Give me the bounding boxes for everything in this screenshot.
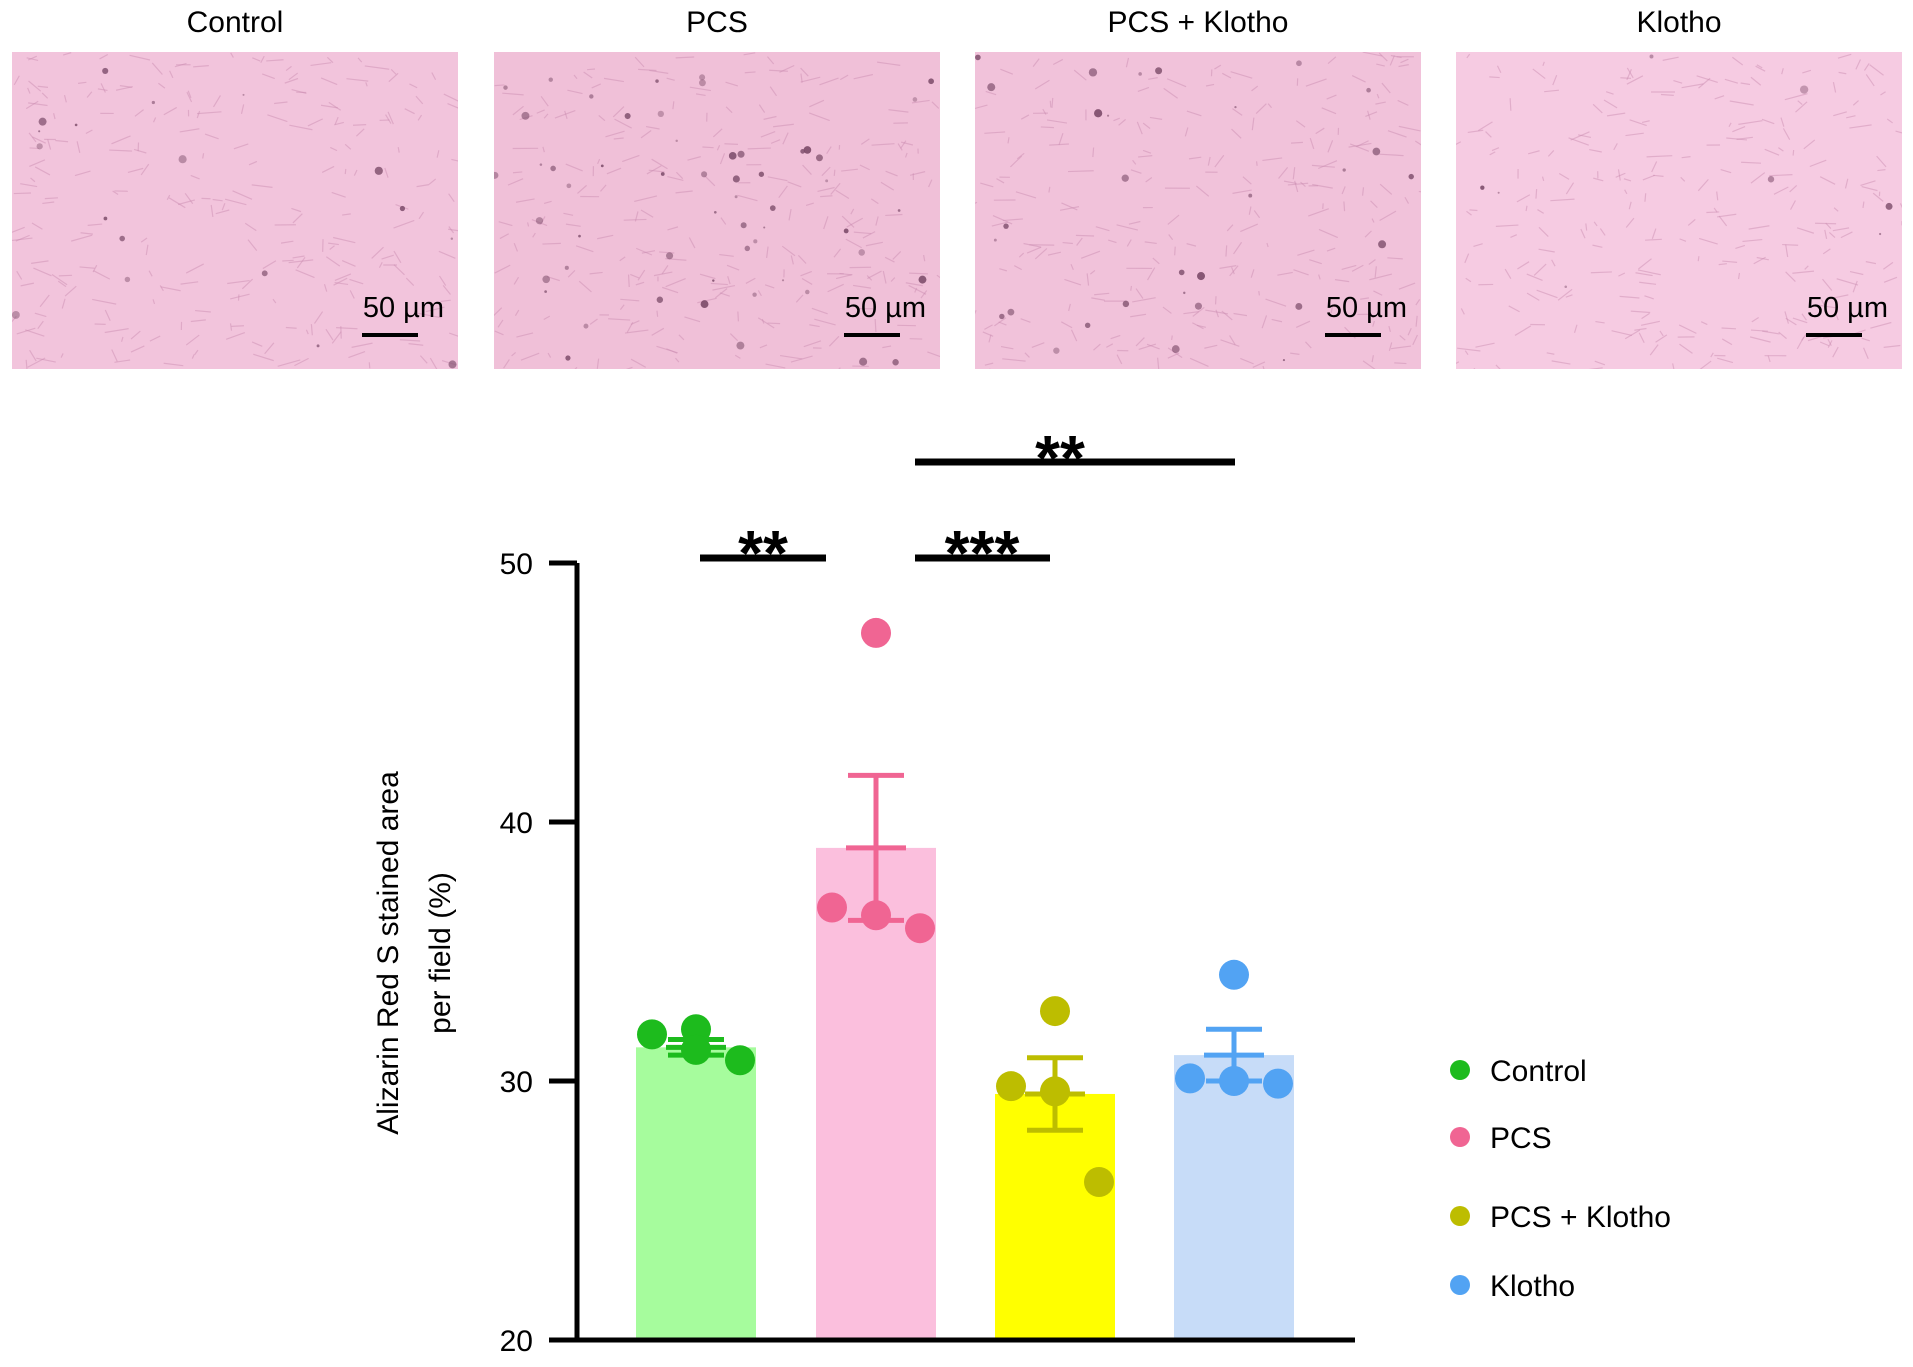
micrograph-panel-1: 50 µm bbox=[494, 52, 940, 369]
legend-marker-3 bbox=[1450, 1275, 1470, 1295]
y-axis-label-line1: Alizarin Red S stained area bbox=[372, 771, 405, 1135]
scale-bar bbox=[362, 333, 418, 337]
scale-bar-label: 50 µm bbox=[362, 292, 444, 324]
data-point-1-1 bbox=[817, 892, 847, 923]
bar-2 bbox=[995, 1093, 1115, 1340]
legend-label-2: PCS + Klotho bbox=[1490, 1201, 1671, 1234]
data-point-0-2 bbox=[681, 1034, 711, 1065]
micrograph-panel-0: 50 µm bbox=[12, 52, 458, 369]
micrograph-panel-2: 50 µm bbox=[975, 52, 1421, 369]
y-tick-label-1: 30 bbox=[500, 1066, 533, 1099]
panel-title-0: Control bbox=[186, 6, 284, 39]
micrograph-image bbox=[975, 52, 1421, 369]
data-point-0-3 bbox=[725, 1045, 755, 1076]
scale-bar bbox=[1325, 333, 1381, 337]
micrograph-panel-3: 50 µm bbox=[1456, 52, 1902, 369]
micrograph-panels: Control 50 µm PCS 50 µm PCS + Klotho 50 µm Klo… bbox=[0, 0, 1913, 380]
data-point-2-0 bbox=[1040, 996, 1070, 1027]
significance-label-1: *** bbox=[945, 517, 1020, 589]
data-point-1-2 bbox=[861, 900, 891, 931]
micrograph-image bbox=[1456, 52, 1902, 369]
data-point-3-0 bbox=[1219, 959, 1249, 990]
data-point-2-3 bbox=[1084, 1167, 1114, 1198]
panel-title-2: PCS + Klotho bbox=[1107, 6, 1289, 39]
data-point-0-1 bbox=[637, 1019, 667, 1050]
significance-label-2: ** bbox=[1035, 422, 1085, 494]
legend-marker-1 bbox=[1450, 1127, 1470, 1147]
legend-marker-2 bbox=[1450, 1206, 1470, 1226]
data-point-1-3 bbox=[905, 913, 935, 944]
bar-0 bbox=[636, 1047, 756, 1340]
legend-label-3: Klotho bbox=[1490, 1270, 1575, 1303]
scale-bar bbox=[1806, 333, 1862, 337]
data-point-3-1 bbox=[1175, 1063, 1205, 1094]
data-point-2-1 bbox=[996, 1071, 1026, 1102]
bar-chart: 20 30 40 50 Alizarin Red S stained area per f… bbox=[372, 422, 1671, 1358]
legend-label-1: PCS bbox=[1490, 1122, 1552, 1155]
scale-bar-label: 50 µm bbox=[844, 292, 926, 324]
y-tick-label-2: 40 bbox=[500, 807, 533, 840]
micrograph-image bbox=[494, 52, 940, 369]
y-tick-label-3: 50 bbox=[500, 548, 533, 581]
data-point-3-3 bbox=[1263, 1068, 1293, 1099]
scale-bar bbox=[844, 333, 900, 337]
panel-title-1: PCS bbox=[686, 6, 748, 39]
scale-bar-label: 50 µm bbox=[1806, 292, 1888, 324]
legend-label-0: Control bbox=[1490, 1055, 1587, 1088]
legend-marker-0 bbox=[1450, 1060, 1470, 1080]
data-point-2-2 bbox=[1040, 1076, 1070, 1107]
y-tick-label-0: 20 bbox=[500, 1325, 533, 1358]
data-point-0-0 bbox=[681, 1014, 711, 1045]
data-point-1-0 bbox=[861, 617, 891, 648]
scale-bar-label: 50 µm bbox=[1325, 292, 1407, 324]
panel-title-3: Klotho bbox=[1636, 6, 1722, 39]
data-point-3-2 bbox=[1219, 1066, 1249, 1096]
bar-3 bbox=[1174, 1055, 1294, 1340]
y-axis-label-line2: per field (%) bbox=[424, 872, 457, 1034]
micrograph-image bbox=[12, 52, 458, 369]
significance-label-0: ** bbox=[738, 517, 788, 589]
